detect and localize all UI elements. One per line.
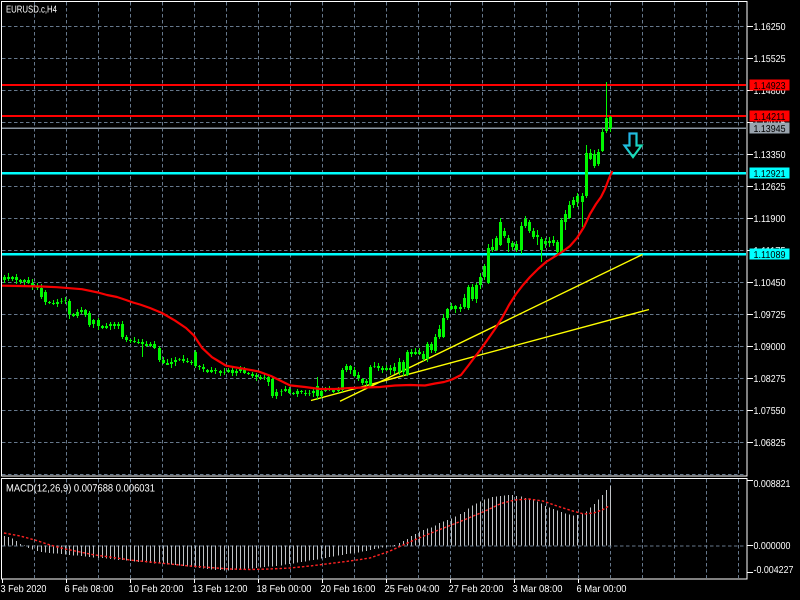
svg-text:3 Feb 2020: 3 Feb 2020 <box>1 584 47 595</box>
svg-text:1.16250: 1.16250 <box>754 22 786 33</box>
svg-text:1.13350: 1.13350 <box>754 150 786 161</box>
svg-text:20 Feb 16:00: 20 Feb 16:00 <box>321 584 376 595</box>
svg-text:EURUSD.c,H4: EURUSD.c,H4 <box>6 5 57 16</box>
svg-text:10 Feb 20:00: 10 Feb 20:00 <box>129 584 184 595</box>
svg-text:1.08275: 1.08275 <box>754 374 786 385</box>
svg-text:1.14211: 1.14211 <box>754 112 786 123</box>
svg-text:1.12625: 1.12625 <box>754 182 786 193</box>
svg-text:1.10450: 1.10450 <box>754 278 786 289</box>
svg-text:1.11089: 1.11089 <box>754 250 786 261</box>
svg-text:27 Feb 20:00: 27 Feb 20:00 <box>449 584 504 595</box>
svg-text:25 Feb 04:00: 25 Feb 04:00 <box>385 584 440 595</box>
svg-text:3 Mar 08:00: 3 Mar 08:00 <box>513 584 563 595</box>
svg-text:13 Feb 12:00: 13 Feb 12:00 <box>193 584 248 595</box>
svg-text:1.06825: 1.06825 <box>754 438 786 449</box>
svg-text:6 Feb 08:00: 6 Feb 08:00 <box>65 584 114 595</box>
svg-text:1.13945: 1.13945 <box>754 124 786 135</box>
svg-text:0.008821: 0.008821 <box>754 479 791 490</box>
svg-text:1.14800: 1.14800 <box>754 86 786 97</box>
svg-text:1.15525: 1.15525 <box>754 54 786 65</box>
svg-text:1.11900: 1.11900 <box>754 214 786 225</box>
svg-text:18 Feb 00:00: 18 Feb 00:00 <box>257 584 312 595</box>
svg-text:6 Mar 00:00: 6 Mar 00:00 <box>577 584 627 595</box>
svg-text:0.000000: 0.000000 <box>754 541 791 552</box>
svg-text:1.07550: 1.07550 <box>754 406 786 417</box>
svg-text:MACD(12,26,9) 0.007688 0.00603: MACD(12,26,9) 0.007688 0.006031 <box>6 483 155 495</box>
svg-text:1.12921: 1.12921 <box>754 169 786 180</box>
svg-text:1.09725: 1.09725 <box>754 310 786 321</box>
svg-text:1.09000: 1.09000 <box>754 342 786 353</box>
svg-text:-0.004227: -0.004227 <box>754 565 794 576</box>
svg-text:1.14923: 1.14923 <box>754 81 786 92</box>
